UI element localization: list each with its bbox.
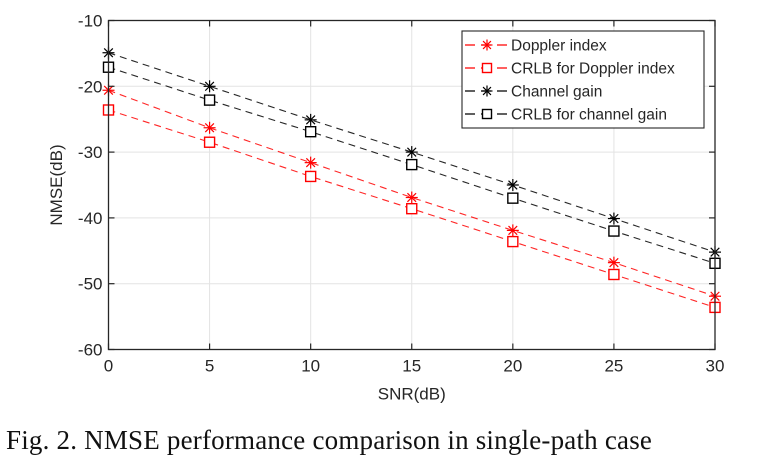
x-tick-label: 25 [604,357,623,376]
data-point [406,158,418,171]
star-stroke [482,40,492,50]
legend-label: Doppler index [511,38,607,55]
x-tick-label: 20 [503,357,522,376]
legend-label: CRLB for channel gain [511,107,667,124]
series-channel-gain [102,46,721,259]
data-point [304,170,317,183]
y-axis-label: NMSE(dB) [47,144,66,225]
data-point [203,121,216,134]
legend-item: CRLB for Doppler index [465,61,675,78]
nmse-chart: 0 5 10 15 20 25 30 -60-50-40-30-20-10 SNR(dB) … [47,12,725,404]
y-tick-label: -30 [78,143,103,162]
data-point [506,179,519,191]
data-point [405,146,418,159]
data-point [203,94,216,106]
data-point [304,126,317,138]
x-tick-label: 10 [301,357,320,376]
legend-marker [481,62,493,74]
data-point [405,191,418,204]
legend-box [461,30,705,129]
series-layer [102,46,721,314]
data-point [607,256,620,269]
y-tick-label: -40 [78,209,103,228]
star-stroke [407,147,417,157]
data-point [608,268,620,281]
star-stroke [508,180,518,190]
star-stroke [609,213,619,224]
legend: Doppler index CRLB for Doppler index Chann… [461,30,705,129]
data-point [506,224,519,237]
figure-caption: Fig. 2. NMSE performance comparison in s… [6,425,653,455]
data-point [607,212,620,225]
y-tick-label: -50 [78,275,103,294]
x-tick-label: 15 [402,357,421,376]
legend-label: CRLB for Doppler index [511,61,675,78]
y-tick-label: -60 [78,341,103,360]
x-tick-labels: 0 5 10 15 20 25 30 [104,357,725,376]
data-point [608,225,620,237]
star-stroke [482,86,492,96]
y-tick-labels: -60 -50 -40 -30 -20 -10 [78,12,103,360]
legend-marker [481,85,493,97]
y-tick-label: -20 [78,77,103,96]
data-point [304,113,317,126]
data-point [203,136,216,148]
axis-ticks [107,19,716,351]
data-point [304,156,317,169]
legend-item: Doppler index [465,38,607,55]
star-stroke [508,225,518,236]
x-tick-label: 5 [205,357,214,376]
x-tick-label: 30 [706,357,725,376]
data-point [406,202,418,215]
data-point [507,235,519,248]
legend-item: CRLB for channel gain [465,107,667,124]
legend-marker [481,108,493,120]
star-stroke [305,157,316,168]
x-tick-label: 0 [104,357,113,376]
data-point [203,80,216,93]
legend-marker [481,39,493,51]
legend-item: Channel gain [465,84,602,101]
star-stroke [204,81,215,92]
star-stroke [305,115,316,125]
y-tick-label: -10 [78,12,103,31]
x-axis-label: SNR(dB) [378,385,446,404]
star-stroke [204,123,215,133]
data-point [507,192,519,204]
legend-label: Channel gain [511,84,602,101]
star-stroke [407,192,417,203]
star-stroke [609,257,619,268]
